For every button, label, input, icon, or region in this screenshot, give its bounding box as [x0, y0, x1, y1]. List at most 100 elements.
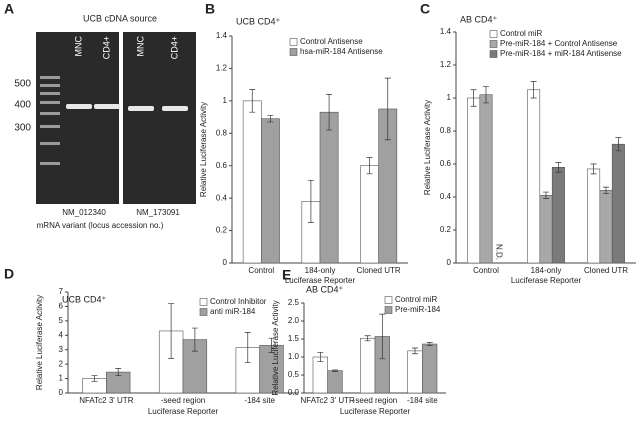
x-axis-label: Luciferase Reporter — [511, 276, 582, 285]
bar — [312, 356, 328, 394]
bar — [539, 195, 553, 264]
error-bar — [603, 186, 609, 195]
y-tick-label: 1.4 — [440, 27, 452, 36]
y-tick-label: 1.0 — [288, 352, 300, 361]
x-tick-label: Cloned UTR — [357, 266, 401, 275]
bar — [360, 337, 376, 394]
chart-title: AB CD4⁺ — [306, 284, 344, 294]
bar — [527, 89, 541, 264]
lane-label: CD4+ — [169, 36, 179, 59]
error-bar — [332, 369, 339, 372]
x-tick-label: Cloned UTR — [584, 266, 628, 275]
panel-letter: D — [4, 266, 14, 282]
accession: NM_012340 — [62, 208, 106, 217]
y-tick-label: 0.2 — [216, 226, 228, 235]
legend-swatch — [199, 298, 208, 306]
chart-title: UCB CD4⁺ — [236, 16, 281, 26]
y-axis-label: Relative Luciferase Activity — [35, 295, 44, 390]
gel-divider — [119, 32, 123, 204]
panel-letter: A — [4, 1, 14, 17]
error-bar — [411, 347, 418, 355]
error-bar — [483, 86, 489, 104]
y-tick-label: 6 — [59, 302, 64, 311]
y-tick-label: 0.8 — [440, 126, 452, 135]
y-tick-label: 1.5 — [288, 334, 300, 343]
x-tick-label: -184 site — [244, 396, 275, 405]
y-axis-label: Relative Luciferase Activity — [271, 300, 280, 395]
panel-letter: E — [282, 267, 291, 283]
legend-label: Control Inhibitor — [210, 297, 267, 306]
y-tick-label: 0.6 — [216, 161, 228, 170]
chart-title: UCB CD4⁺ — [62, 294, 107, 304]
y-tick-label: 7 — [59, 287, 64, 296]
error-bar — [379, 313, 386, 360]
x-tick-label: 184-only — [531, 266, 562, 275]
x-tick-label: NFATc2 3' UTR — [79, 396, 134, 405]
error-bar — [590, 163, 597, 175]
x-axis-label: Luciferase Reporter — [148, 407, 219, 416]
accession: NM_173091 — [136, 208, 180, 217]
y-tick-label: 1 — [447, 93, 452, 102]
x-tick-label: -seed region — [353, 396, 397, 405]
panel-letter: B — [205, 1, 215, 17]
bar — [422, 343, 438, 394]
bar — [261, 118, 280, 264]
lane-label: MNC — [73, 36, 83, 57]
bar — [551, 167, 565, 264]
error-bar — [115, 368, 122, 377]
error-bar — [364, 335, 371, 342]
legend-label: Control miR — [395, 295, 437, 304]
y-tick-label: 0 — [59, 388, 64, 397]
marker-label: 400 — [14, 100, 31, 111]
y-tick-label: 0.8 — [216, 128, 228, 137]
x-tick-label: Control — [473, 266, 499, 275]
bar — [327, 370, 343, 394]
bar — [611, 143, 625, 264]
x-tick-label: 184-only — [305, 266, 336, 275]
bar — [467, 97, 481, 264]
x-axis-label: Luciferase Reporter — [340, 407, 411, 416]
error-bar — [317, 351, 324, 363]
chart-title: AB CD4⁺ — [460, 14, 498, 24]
y-tick-label: 0.4 — [216, 193, 228, 202]
x-axis-label: Luciferase Reporter — [285, 276, 356, 285]
error-bar — [267, 115, 274, 123]
marker-label: 500 — [14, 79, 31, 90]
error-bar — [384, 77, 391, 141]
bar — [479, 94, 493, 264]
y-tick-label: 5 — [59, 316, 64, 325]
y-tick-label: 1.4 — [216, 31, 228, 40]
y-tick-label: 0.2 — [440, 225, 452, 234]
legend-swatch — [489, 50, 498, 58]
y-tick-label: 1 — [59, 374, 64, 383]
gel-ladder — [40, 76, 60, 165]
legend-swatch — [489, 40, 498, 48]
x-tick-label: -184 site — [407, 396, 438, 405]
error-bar — [307, 179, 314, 223]
bar — [587, 168, 601, 264]
x-tick-label: NFATc2 3' UTR — [301, 396, 356, 405]
y-tick-label: 2.5 — [288, 298, 300, 307]
error-bar — [530, 81, 537, 99]
bar — [599, 190, 613, 264]
legend-label: Control miR — [500, 29, 542, 38]
panel-letter: C — [420, 1, 430, 17]
error-bar — [366, 157, 373, 175]
error-bar — [555, 162, 562, 173]
legend-label: Pre-miR-184 — [395, 305, 441, 314]
y-tick-label: 0.4 — [440, 192, 452, 201]
y-tick-label: 4 — [59, 330, 64, 339]
legend-swatch — [489, 30, 498, 38]
legend-swatch — [384, 306, 393, 314]
x-tick-label: -seed region — [161, 396, 205, 405]
legend-swatch — [289, 38, 298, 46]
x-tick-label: Control — [248, 266, 274, 275]
gel-image — [36, 32, 196, 204]
error-bar — [91, 375, 98, 382]
y-tick-label: 0 — [447, 258, 452, 267]
legend-label: Pre-miR-184 + miR-184 Antisense — [500, 49, 622, 58]
y-tick-label: 2 — [59, 359, 64, 368]
gel-bands — [66, 104, 188, 111]
